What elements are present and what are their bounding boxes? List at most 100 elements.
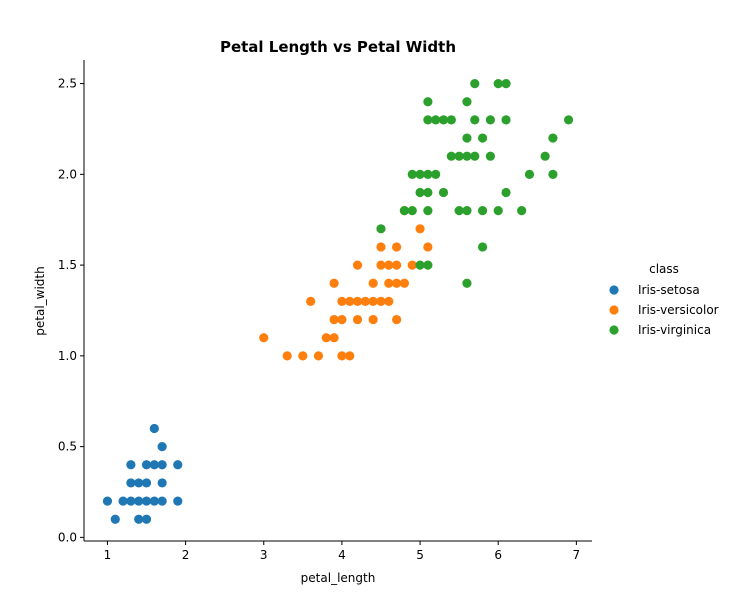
data-point: [431, 115, 441, 125]
data-point: [126, 478, 136, 488]
data-point: [352, 260, 363, 270]
data-point: [126, 460, 136, 470]
legend-label: Iris-versicolor: [638, 303, 719, 317]
data-point: [376, 224, 386, 234]
data-point: [524, 169, 535, 179]
data-point: [384, 296, 394, 307]
legend-label: Iris-setosa: [638, 283, 700, 297]
data-point: [470, 79, 480, 89]
data-point: [415, 224, 425, 234]
data-point: [376, 296, 386, 307]
axes: [83, 60, 592, 542]
data-point: [149, 423, 159, 434]
data-point: [141, 478, 152, 488]
y-axis-label: petal_width: [33, 266, 47, 335]
data-point: [173, 496, 183, 506]
data-point: [485, 115, 495, 125]
series-1: [259, 206, 433, 361]
data-point: [431, 169, 441, 179]
data-point: [134, 496, 144, 506]
data-point: [384, 278, 394, 288]
data-point: [493, 206, 503, 216]
data-point: [118, 496, 128, 506]
data-point: [454, 206, 464, 216]
x-tick-label: 3: [260, 548, 268, 562]
data-point: [345, 296, 355, 307]
y-tick-label: 1.0: [58, 349, 77, 363]
legend-marker: [609, 325, 619, 335]
legend-item: Iris-versicolor: [609, 303, 719, 317]
data-point: [384, 260, 394, 270]
data-point: [376, 242, 386, 252]
data-point: [462, 278, 472, 288]
data-point: [337, 296, 347, 307]
data-point: [392, 242, 402, 252]
x-axis-label: petal_length: [301, 571, 376, 585]
data-point: [157, 496, 167, 506]
data-point: [360, 296, 370, 307]
data-point: [423, 206, 433, 216]
data-point: [423, 115, 433, 125]
legend-marker: [609, 285, 619, 295]
data-point: [134, 478, 144, 488]
data-point: [337, 314, 347, 325]
data-point: [352, 296, 363, 307]
data-point: [540, 151, 550, 161]
x-tick-label: 5: [416, 548, 424, 562]
data-point: [548, 169, 558, 179]
data-point: [102, 496, 113, 506]
data-point: [423, 260, 433, 270]
data-point: [282, 351, 292, 361]
data-point: [501, 187, 511, 198]
data-point: [329, 278, 339, 288]
y-tick-label: 2.0: [58, 167, 77, 181]
legend-marker: [609, 305, 619, 315]
y-ticks: 0.0 0.5 1.0 1.5 2.0 2.5: [58, 77, 84, 544]
data-point: [141, 514, 152, 524]
data-point: [517, 206, 527, 216]
legend-title: class: [649, 262, 679, 276]
data-point: [345, 351, 355, 361]
data-point: [368, 314, 378, 325]
data-point: [392, 278, 402, 288]
data-point: [454, 151, 464, 161]
data-point: [493, 79, 503, 89]
data-point: [376, 260, 386, 270]
data-point: [423, 242, 433, 252]
y-tick-label: 1.5: [58, 258, 77, 272]
data-point: [446, 151, 456, 161]
data-point: [548, 133, 558, 143]
data-point: [368, 278, 378, 288]
data-point: [563, 115, 574, 125]
data-point: [501, 79, 511, 89]
data-point: [134, 514, 144, 524]
data-point: [462, 151, 472, 161]
x-ticks: 1 2 3 4 5 6 7: [104, 541, 580, 562]
data-point: [407, 169, 417, 179]
data-point: [157, 460, 167, 470]
data-point: [149, 460, 159, 470]
data-point: [462, 133, 472, 143]
data-point: [298, 351, 308, 361]
data-point: [438, 115, 449, 125]
data-point: [141, 496, 152, 506]
data-point: [446, 115, 456, 125]
data-point: [399, 278, 410, 288]
data-point: [477, 242, 488, 252]
data-point: [329, 314, 339, 325]
data-point: [321, 333, 331, 343]
data-point: [501, 115, 511, 125]
plot-area: [102, 79, 574, 524]
data-point: [415, 169, 425, 179]
data-point: [477, 206, 488, 216]
data-point: [399, 206, 410, 216]
data-point: [462, 97, 472, 107]
data-point: [352, 314, 363, 325]
data-point: [470, 115, 480, 125]
x-tick-label: 6: [494, 548, 502, 562]
y-tick-label: 0.5: [58, 440, 77, 454]
data-point: [485, 151, 495, 161]
y-tick-label: 0.0: [58, 530, 77, 544]
chart-title: Petal Length vs Petal Width: [220, 38, 456, 56]
